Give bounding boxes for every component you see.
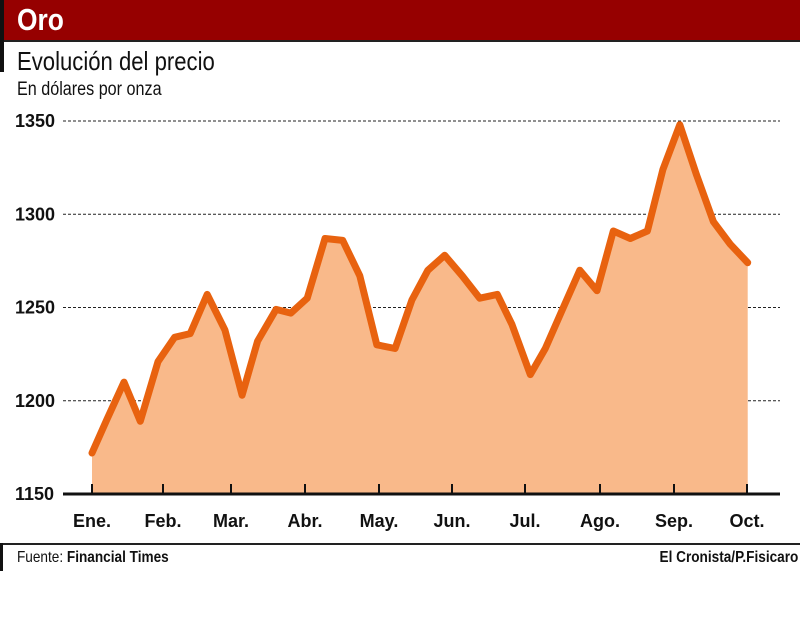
source: Fuente: Financial Times: [17, 549, 169, 567]
x-tick-label: Jun.: [433, 511, 470, 531]
chart-subtitle: En dólares por onza: [17, 79, 162, 100]
area-fill: [92, 124, 748, 494]
credit: El Cronista/P.Fisicaro: [659, 549, 798, 566]
y-tick-label: 1350: [15, 111, 55, 131]
source-name: Financial Times: [66, 549, 169, 566]
x-tick-label: Ene.: [73, 511, 111, 531]
header-bar: [0, 0, 800, 42]
footer-divider: [0, 543, 800, 545]
y-tick-label: 1250: [15, 298, 55, 318]
source-label: Fuente:: [17, 549, 64, 566]
footer-accent: [0, 543, 3, 571]
price-line: [88, 121, 752, 457]
x-tick-label: Abr.: [287, 511, 322, 531]
x-tick-label: Feb.: [144, 511, 181, 531]
x-tick-label: Sep.: [655, 511, 693, 531]
x-tick-label: Oct.: [729, 511, 764, 531]
accent-bar: [0, 0, 4, 72]
x-tick-label: May.: [360, 511, 399, 531]
x-tick-label: Jul.: [509, 511, 540, 531]
chart-title: Evolución del precio: [17, 46, 215, 76]
y-tick-label: 1150: [15, 484, 54, 504]
y-tick-label: 1300: [15, 204, 55, 224]
x-tick-label: Mar.: [213, 511, 249, 531]
x-tick-label: Ago.: [580, 511, 620, 531]
y-tick-label: 1200: [15, 391, 55, 411]
page-title: Oro: [17, 2, 64, 37]
